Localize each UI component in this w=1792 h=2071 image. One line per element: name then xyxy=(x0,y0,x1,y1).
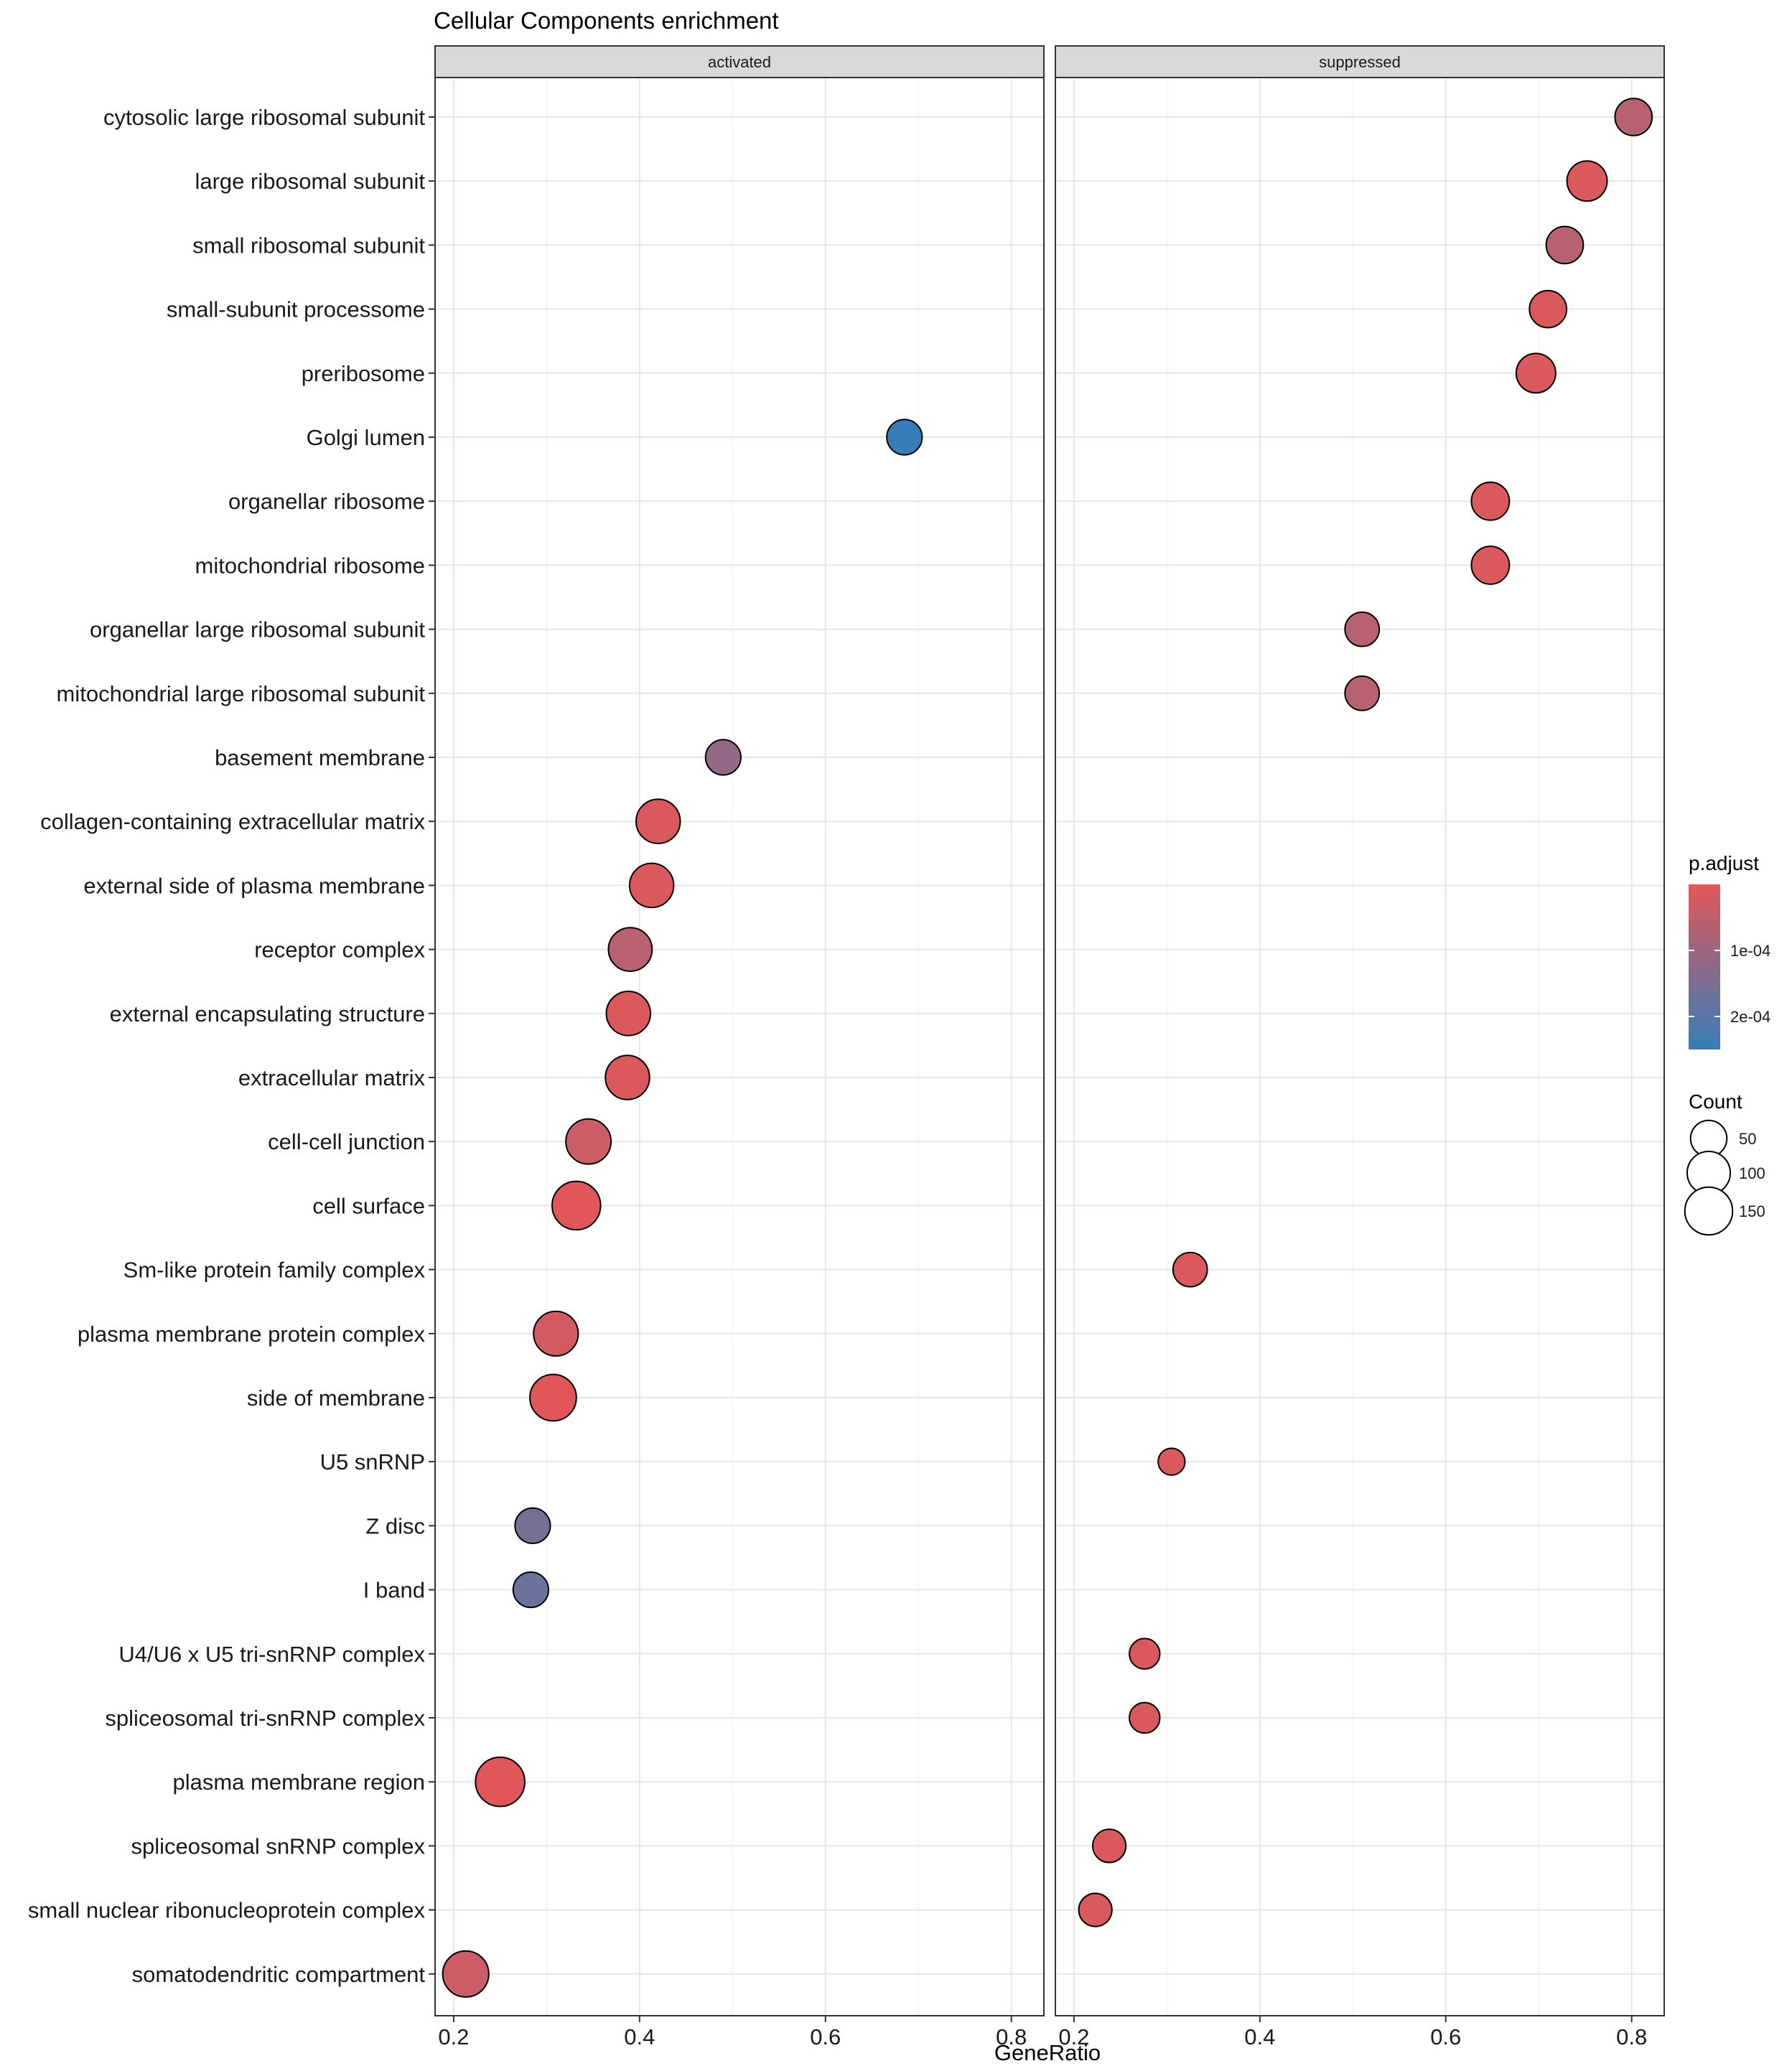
y-category-label: large ribosomal subunit xyxy=(195,169,425,194)
dot-activated xyxy=(704,739,742,776)
x-tick-label: 0.6 xyxy=(1430,2024,1461,2049)
color-legend-label: 2e-04 xyxy=(1730,1008,1770,1026)
dot-suppressed xyxy=(1515,352,1557,394)
y-category-label: I band xyxy=(363,1578,425,1603)
x-tick-label: 0.4 xyxy=(624,2024,655,2049)
dot-activated xyxy=(635,798,681,844)
y-category-label: receptor complex xyxy=(254,938,425,963)
y-category-label: external side of plasma membrane xyxy=(83,873,425,898)
dot-suppressed xyxy=(1344,611,1381,648)
y-category-label: collagen-containing extracellular matrix xyxy=(40,809,425,834)
y-category-label: spliceosomal snRNP complex xyxy=(131,1833,426,1859)
dot-suppressed xyxy=(1614,98,1653,136)
dot-suppressed xyxy=(1078,1892,1113,1927)
y-category-label: basement membrane xyxy=(215,745,425,770)
dot-activated xyxy=(533,1310,579,1357)
dot-activated xyxy=(886,419,923,456)
facet-strip-suppressed xyxy=(1055,45,1665,78)
panel-border xyxy=(434,77,1045,2016)
dot-activated xyxy=(514,1507,551,1545)
y-category-label: organellar ribosome xyxy=(228,489,425,514)
y-category-label: small ribosomal subunit xyxy=(192,233,425,258)
axis-layer: 0.2 0.4 0.6 0.8 0.2 0.4 0.6 0.8 cytosolic large … xyxy=(28,105,1647,2049)
y-category-label: plasma membrane region xyxy=(172,1770,425,1795)
dot-suppressed xyxy=(1344,675,1381,711)
dot-activated xyxy=(442,1950,490,1998)
dot-suppressed xyxy=(1129,1701,1161,1734)
dot-activated xyxy=(605,991,652,1037)
y-category-label: cell-cell junction xyxy=(268,1129,425,1154)
y-category-label: organellar large ribosomal subunit xyxy=(90,617,425,642)
facet-strip-label: suppressed xyxy=(1319,53,1401,71)
grid-layer xyxy=(435,78,1664,2016)
frame-layer: activated suppressed xyxy=(434,45,1665,2016)
facet-strip-activated xyxy=(434,45,1045,78)
x-tick-label: 0.6 xyxy=(810,2024,841,2049)
dot-suppressed xyxy=(1529,289,1568,329)
dot-suppressed xyxy=(1566,160,1608,202)
y-category-label: cell surface xyxy=(312,1193,425,1218)
legend-layer: p.adjust 1e-04 2e-04 Count 50 100 150 xyxy=(1684,852,1770,1236)
dot-suppressed xyxy=(1470,481,1511,521)
y-category-label: somatodendritic compartment xyxy=(132,1962,426,1987)
dot-activated xyxy=(475,1756,526,1808)
facet-strip-label: activated xyxy=(708,53,771,71)
y-category-label: plasma membrane protein complex xyxy=(78,1322,426,1347)
x-tick-label: 0.2 xyxy=(1058,2024,1089,2049)
dot-activated xyxy=(551,1180,602,1231)
size-legend-label: 50 xyxy=(1739,1130,1756,1148)
y-category-label: mitochondrial ribosome xyxy=(195,553,425,578)
dot-suppressed xyxy=(1157,1447,1186,1476)
x-tick-label: 0.4 xyxy=(1244,2024,1275,2049)
dot-suppressed xyxy=(1545,225,1585,265)
points-layer xyxy=(442,98,1653,1998)
size-legend-label: 150 xyxy=(1739,1202,1765,1220)
x-tick-label: 0.8 xyxy=(1616,2024,1647,2049)
y-category-label: cytosolic large ribosomal subunit xyxy=(103,105,425,130)
size-legend-label: 100 xyxy=(1739,1164,1765,1182)
y-category-label: side of membrane xyxy=(247,1385,425,1411)
panel-background xyxy=(1055,78,1664,2016)
size-legend-title: Count xyxy=(1689,1090,1742,1113)
dot-suppressed xyxy=(1470,545,1511,585)
panel-border xyxy=(1055,77,1665,2016)
color-legend-title: p.adjust xyxy=(1689,852,1759,874)
y-category-label: spliceosomal tri-snRNP complex xyxy=(105,1706,425,1731)
dot-suppressed xyxy=(1172,1251,1208,1288)
y-category-label: mitochondrial large ribosomal subunit xyxy=(57,681,426,706)
y-category-label: U4/U6 x U5 tri-snRNP complex xyxy=(118,1642,425,1667)
y-category-label: preribosome xyxy=(302,361,425,386)
dot-suppressed xyxy=(1091,1828,1127,1864)
y-category-label: small nuclear ribonucleoprotein complex xyxy=(28,1898,426,1923)
y-category-label: extracellular matrix xyxy=(238,1065,426,1090)
y-category-label: Z disc xyxy=(365,1513,425,1538)
y-category-label: Golgi lumen xyxy=(307,425,425,450)
y-category-label: external encapsulating structure xyxy=(110,1001,425,1027)
dot-activated xyxy=(607,927,653,973)
y-category-label: U5 snRNP xyxy=(320,1449,425,1474)
x-axis-title: GeneRatio xyxy=(994,2040,1101,2065)
chart-title: Cellular Components enrichment xyxy=(434,7,779,34)
y-category-label: Sm-like protein family complex xyxy=(123,1258,426,1283)
size-legend-circle xyxy=(1684,1186,1734,1236)
y-category-label: small-subunit processome xyxy=(167,297,425,322)
panel-background xyxy=(435,78,1044,2016)
x-tick-label: 0.2 xyxy=(438,2024,469,2049)
dot-activated xyxy=(628,862,675,909)
dot-suppressed xyxy=(1129,1637,1161,1670)
dot-activated xyxy=(605,1055,650,1100)
dot-activated xyxy=(529,1373,577,1422)
dot-activated xyxy=(565,1118,612,1165)
color-legend-label: 1e-04 xyxy=(1730,942,1770,960)
color-legend-bar xyxy=(1689,884,1720,1049)
dot-activated xyxy=(512,1571,549,1609)
x-tick-label: 0.8 xyxy=(996,2024,1027,2049)
